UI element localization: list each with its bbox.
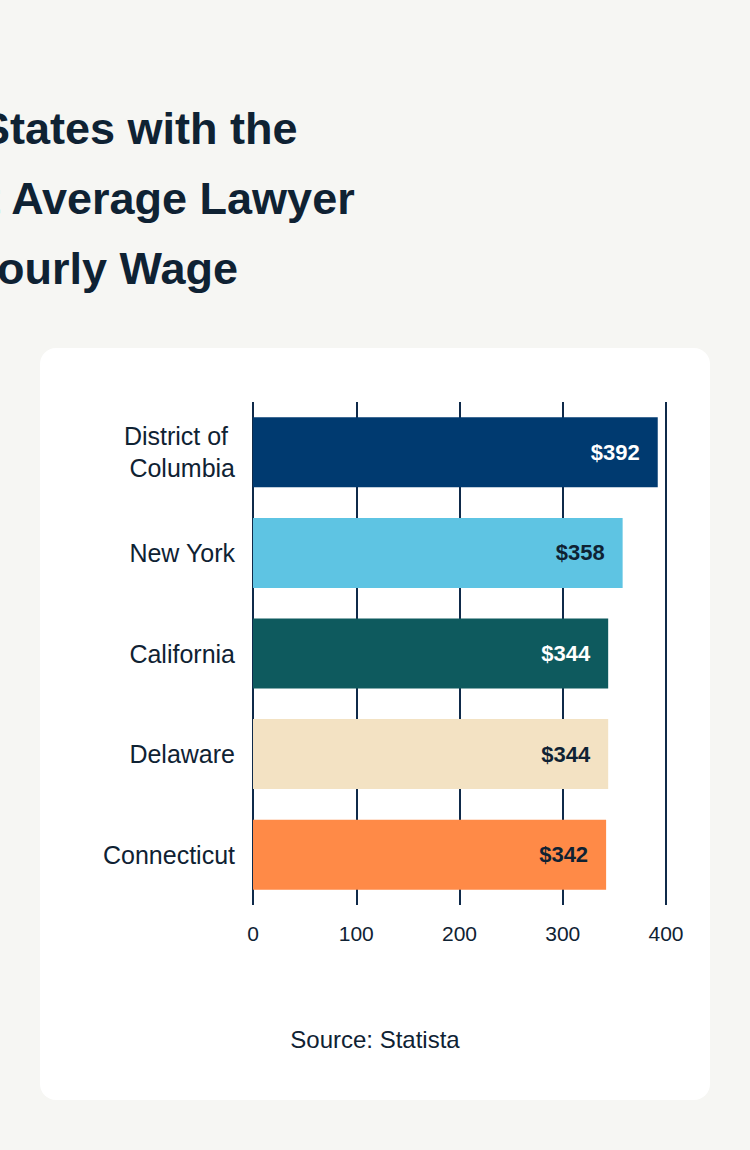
svg-text:300: 300 [545,922,580,945]
svg-text:$344: $344 [541,641,591,666]
svg-text:$358: $358 [556,540,605,565]
svg-text:400: 400 [648,922,683,945]
svg-text:$342: $342 [539,842,588,867]
svg-text:Highest Average Lawyer: Highest Average Lawyer [0,173,355,224]
svg-text:New York: New York [129,539,235,567]
svg-text:California: California [129,640,235,668]
svg-text:Connecticut: Connecticut [103,841,235,869]
svg-text:District of: District of [124,422,235,450]
svg-text:Delaware: Delaware [129,740,235,768]
svg-text:200: 200 [442,922,477,945]
svg-text:0: 0 [247,922,259,945]
svg-text:U.S. States with the: U.S. States with the [0,103,310,154]
svg-text:Source: Statista: Source: Statista [290,1026,460,1053]
svg-text:100: 100 [339,922,374,945]
svg-text:Columbia: Columbia [129,454,235,482]
svg-text:$344: $344 [541,742,591,767]
svg-text:Hourly Wage: Hourly Wage [0,243,238,294]
svg-text:$392: $392 [591,440,640,465]
